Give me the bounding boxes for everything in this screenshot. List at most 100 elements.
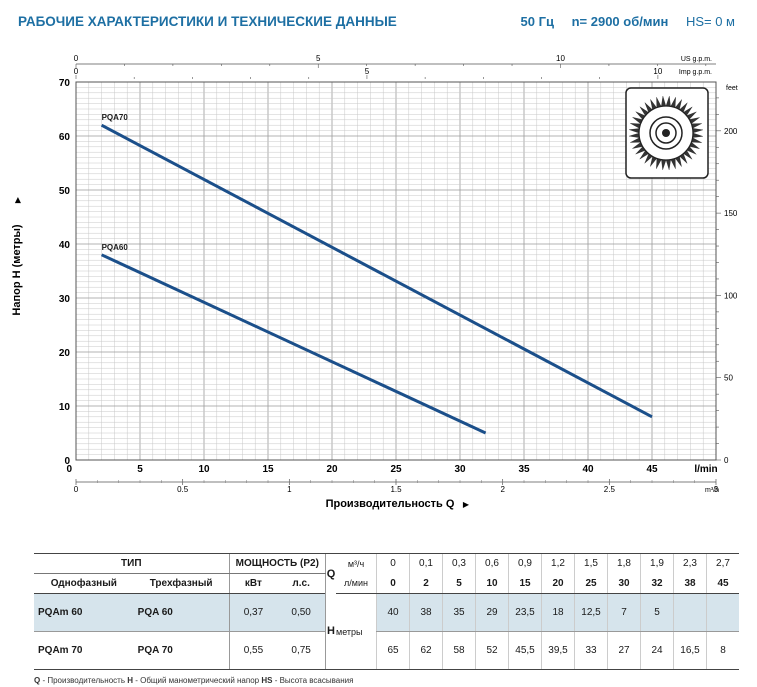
us-gpm-unit-label: US g.p.m. (681, 56, 712, 63)
x-tick-label: 5 (137, 464, 143, 475)
q-lmin-value: 0 (376, 573, 410, 594)
head-value: 7 (607, 593, 641, 632)
head-value: 27 (607, 631, 641, 670)
power-kw: 0,37 (228, 593, 278, 632)
fn-hs-text: - Высота всасывания (272, 676, 354, 685)
head-value: 5 (640, 593, 674, 632)
y-tick-label: 60 (59, 132, 71, 143)
fn-q-key: Q (34, 676, 41, 685)
q-m3h-value: 0,3 (442, 553, 476, 574)
q-m3h-value: 2,7 (706, 553, 739, 574)
feet-unit-label: feet (726, 85, 738, 92)
feet-tick-label: 100 (724, 291, 738, 300)
q-m3h-value: 0,9 (508, 553, 542, 574)
power-kw: 0,55 (228, 631, 278, 670)
x-tick-label: 20 (326, 464, 338, 475)
head-value: 35 (442, 593, 476, 632)
y-axis-label: Напор H (метры) (11, 224, 23, 315)
head-value: 29 (475, 593, 509, 632)
fn-h-key: H (127, 676, 133, 685)
th-q-m3: м³/ч (336, 553, 377, 574)
fn-q-text: - Производительность (40, 676, 128, 685)
model-single: PQAm 60 (34, 593, 134, 632)
x-tick-label: 10 (198, 464, 210, 475)
impeller-shaft (662, 129, 670, 137)
q-m3h-value: 0,6 (475, 553, 509, 574)
q-m3h-value: 0,1 (409, 553, 443, 574)
feet-tick-label: 50 (724, 374, 733, 383)
head-value: 62 (409, 631, 443, 670)
head-value (673, 593, 707, 632)
head-value: 40 (376, 593, 410, 632)
frequency: 50 Гц (520, 14, 554, 29)
head-value: 38 (409, 593, 443, 632)
th-hp: л.с. (277, 573, 326, 594)
model-single: PQAm 70 (34, 631, 134, 670)
m3h-tick-label: 0.5 (177, 485, 189, 494)
m3h-tick-label: 2.5 (604, 485, 616, 494)
head-value: 65 (376, 631, 410, 670)
th-three: Трехфазный (133, 573, 230, 594)
model-three: PQA 60 (133, 593, 230, 632)
us-gpm-tick-label: 5 (316, 54, 321, 63)
x-tick-label: 25 (390, 464, 402, 475)
us-gpm-tick-label: 0 (74, 54, 79, 63)
m3h-tick-label: 3 (714, 485, 719, 494)
y-tick-label: 70 (59, 78, 71, 89)
q-m3h-value: 2,3 (673, 553, 707, 574)
feet-tick-label: 200 (724, 127, 738, 136)
page-title: РАБОЧИЕ ХАРАКТЕРИСТИКИ И ТЕХНИЧЕСКИЕ ДАН… (18, 14, 397, 29)
y-axis-arrow-icon: ▶ (13, 196, 22, 203)
th-q-lmin: л/мин (336, 573, 377, 594)
x-tick-label: 40 (582, 464, 594, 475)
m3h-tick-label: 2 (500, 485, 505, 494)
q-lmin-value: 5 (442, 573, 476, 594)
series-line-pqa60 (100, 253, 487, 435)
series-label-pqa70: PQA70 (102, 113, 129, 122)
q-m3h-value: 1,9 (640, 553, 674, 574)
fn-h-text: - Общий манометрический напор (133, 676, 262, 685)
power-hp: 0,50 (277, 593, 326, 632)
series-label-pqa60: PQA60 (102, 243, 129, 252)
q-m3h-value: 1,5 (574, 553, 608, 574)
y-tick-label: 0 (64, 456, 70, 467)
th-single: Однофазный (34, 573, 134, 594)
q-m3h-value: 1,2 (541, 553, 575, 574)
x-tick-label: 35 (518, 464, 530, 475)
impeller-hub (655, 122, 677, 144)
x-axis-arrow-icon: ▶ (463, 500, 470, 509)
y-tick-label: 30 (59, 294, 71, 305)
head-value: 33 (574, 631, 608, 670)
y-tick-label: 10 (59, 402, 71, 413)
imp-gpm-unit-label: Imp g.p.m. (679, 69, 712, 76)
head-value: 24 (640, 631, 674, 670)
table-subheader-row: Однофазный Трехфазный кВт л.с. л/мин 0 2 5 10 15 2… (34, 573, 739, 594)
head-value: 52 (475, 631, 509, 670)
imp-gpm-tick-label: 10 (653, 67, 662, 76)
m3h-tick-label: 1.5 (390, 485, 402, 494)
q-lmin-value: 2 (409, 573, 443, 594)
series-line-pqa70 (100, 123, 653, 419)
th-power: МОЩНОСТЬ (P2) (228, 553, 326, 574)
suction-height: HS= 0 м (685, 14, 735, 29)
imp-gpm-tick-label: 0 (74, 67, 79, 76)
table-row: PQAm 70 PQA 70 0,55 0,75 65 62 58 52 45,5 39,5 33 2… (34, 631, 739, 670)
th-type: ТИП (34, 553, 230, 574)
impeller-icon (625, 87, 709, 179)
plot-frame (75, 81, 717, 461)
chart-grid (75, 81, 717, 461)
th-q: Q (325, 553, 336, 594)
feet-tick-label: 0 (724, 456, 729, 465)
q-lmin-value: 20 (541, 573, 575, 594)
chart-series: PQA70 PQA60 (100, 113, 653, 435)
y-tick-label: 40 (59, 240, 71, 251)
q-lmin-value: 10 (475, 573, 509, 594)
q-m3h-value: 1,8 (607, 553, 641, 574)
head-value: 18 (541, 593, 575, 632)
m3h-tick-label: 1 (287, 485, 292, 494)
head-value: 23,5 (508, 593, 542, 632)
